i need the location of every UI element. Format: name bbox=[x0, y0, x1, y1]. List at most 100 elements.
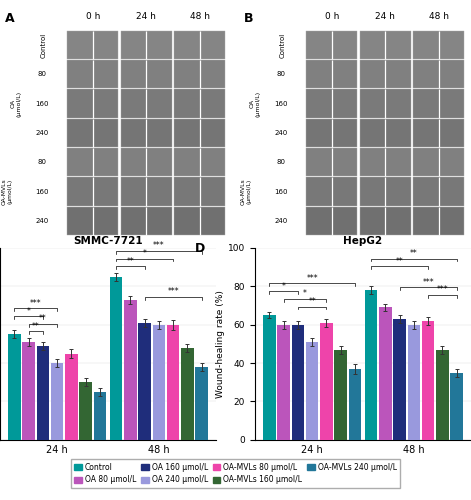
Bar bbox=[121, 89, 172, 118]
Bar bbox=[67, 177, 118, 206]
Bar bbox=[174, 89, 225, 118]
Text: 160: 160 bbox=[274, 188, 287, 194]
Text: *: * bbox=[282, 282, 285, 290]
Bar bbox=[360, 148, 411, 176]
Bar bbox=[360, 206, 411, 235]
Bar bbox=[195, 367, 208, 440]
Text: 160: 160 bbox=[274, 100, 287, 106]
Bar bbox=[360, 89, 411, 118]
Bar bbox=[306, 148, 357, 176]
Bar bbox=[67, 148, 118, 176]
Bar bbox=[174, 177, 225, 206]
Bar bbox=[306, 118, 357, 147]
Bar bbox=[360, 118, 411, 147]
Text: 24 h: 24 h bbox=[136, 12, 156, 22]
Bar bbox=[450, 372, 463, 440]
Text: ***: *** bbox=[437, 286, 448, 294]
Bar bbox=[413, 177, 464, 206]
Bar bbox=[121, 118, 172, 147]
Bar bbox=[174, 206, 225, 235]
Bar bbox=[436, 350, 449, 440]
Text: B: B bbox=[244, 12, 253, 26]
Bar bbox=[306, 342, 318, 440]
Text: 80: 80 bbox=[276, 160, 285, 166]
Bar bbox=[413, 30, 464, 59]
Bar bbox=[121, 30, 172, 59]
Bar bbox=[306, 89, 357, 118]
Bar bbox=[22, 342, 35, 440]
Text: ***: *** bbox=[422, 278, 434, 286]
Bar bbox=[365, 290, 377, 440]
Text: **: ** bbox=[39, 314, 47, 323]
Bar bbox=[413, 89, 464, 118]
Bar bbox=[277, 324, 290, 440]
Bar bbox=[306, 206, 357, 235]
Title: SMMC-7721: SMMC-7721 bbox=[73, 236, 143, 246]
Bar bbox=[413, 206, 464, 235]
Bar bbox=[320, 323, 333, 440]
Bar bbox=[306, 177, 357, 206]
Text: A: A bbox=[5, 12, 14, 26]
Text: *: * bbox=[143, 249, 146, 258]
Bar bbox=[8, 334, 21, 440]
Text: Control: Control bbox=[41, 32, 47, 58]
Text: ***: *** bbox=[153, 242, 165, 250]
Text: OA
(μmol/L): OA (μmol/L) bbox=[11, 90, 22, 117]
Text: 160: 160 bbox=[35, 188, 49, 194]
Text: **: ** bbox=[410, 249, 418, 258]
Bar bbox=[292, 324, 304, 440]
Text: 240: 240 bbox=[35, 218, 49, 224]
Bar bbox=[174, 118, 225, 147]
Bar bbox=[67, 206, 118, 235]
Bar bbox=[80, 382, 92, 440]
Bar bbox=[121, 177, 172, 206]
Title: HepG2: HepG2 bbox=[343, 236, 382, 246]
Bar bbox=[407, 324, 420, 440]
Bar bbox=[360, 30, 411, 59]
Bar bbox=[349, 369, 361, 440]
Bar bbox=[37, 346, 49, 440]
Bar bbox=[121, 148, 172, 176]
Bar bbox=[393, 319, 406, 440]
Text: **: ** bbox=[32, 322, 40, 331]
Bar bbox=[413, 148, 464, 176]
Text: ***: *** bbox=[167, 288, 179, 296]
Text: 0 h: 0 h bbox=[325, 12, 339, 22]
Bar bbox=[65, 354, 78, 440]
Bar bbox=[138, 323, 151, 440]
Bar bbox=[67, 118, 118, 147]
Bar bbox=[174, 148, 225, 176]
Text: 48 h: 48 h bbox=[189, 12, 210, 22]
Text: **: ** bbox=[396, 256, 403, 266]
Bar bbox=[67, 30, 118, 59]
Bar bbox=[379, 308, 391, 440]
Bar bbox=[153, 324, 165, 440]
Text: 0 h: 0 h bbox=[86, 12, 100, 22]
Bar bbox=[174, 30, 225, 59]
Bar bbox=[334, 350, 347, 440]
Text: 240: 240 bbox=[35, 130, 49, 136]
Legend: Control, OA 80 μmol/L, OA 160 μmol/L, OA 240 μmol/L, OA-MVLs 80 μmol/L, OA-MVLs : Control, OA 80 μmol/L, OA 160 μmol/L, OA… bbox=[71, 459, 400, 488]
Bar bbox=[124, 300, 137, 440]
Bar bbox=[413, 60, 464, 88]
Bar bbox=[121, 206, 172, 235]
Bar bbox=[94, 392, 106, 440]
Text: 48 h: 48 h bbox=[429, 12, 448, 22]
Bar bbox=[51, 363, 64, 440]
Text: OA-MVLs
(μmol/L): OA-MVLs (μmol/L) bbox=[241, 178, 252, 205]
Bar bbox=[167, 324, 179, 440]
Text: D: D bbox=[195, 242, 205, 255]
Text: OA-MVLs
(μmol/L): OA-MVLs (μmol/L) bbox=[1, 178, 12, 205]
Bar bbox=[360, 60, 411, 88]
Text: 160: 160 bbox=[35, 100, 49, 106]
Text: OA
(μmol/L): OA (μmol/L) bbox=[250, 90, 260, 117]
Text: ***: *** bbox=[306, 274, 318, 283]
Text: 240: 240 bbox=[274, 130, 287, 136]
Text: ***: *** bbox=[30, 299, 41, 308]
Bar bbox=[174, 60, 225, 88]
Bar bbox=[263, 315, 276, 440]
Bar bbox=[121, 60, 172, 88]
Text: *: * bbox=[303, 290, 307, 298]
Text: **: ** bbox=[308, 297, 316, 306]
Text: Control: Control bbox=[280, 32, 286, 58]
